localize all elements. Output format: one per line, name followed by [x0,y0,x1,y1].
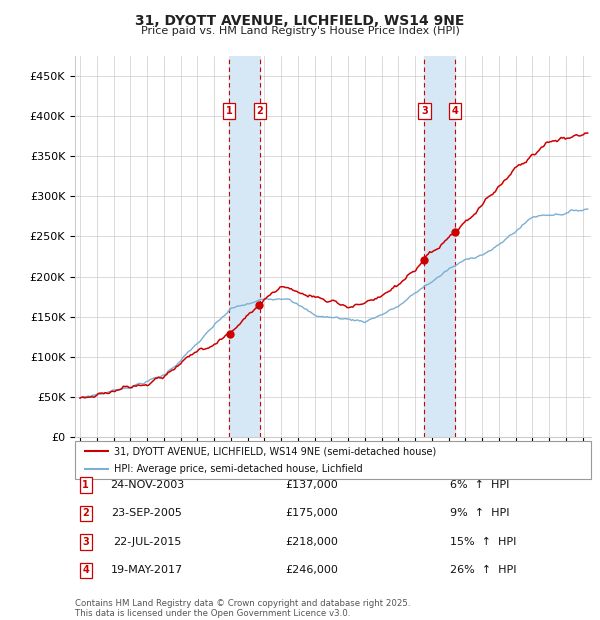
Text: 26%  ↑  HPI: 26% ↑ HPI [450,565,517,575]
Text: 31, DYOTT AVENUE, LICHFIELD, WS14 9NE: 31, DYOTT AVENUE, LICHFIELD, WS14 9NE [136,14,464,28]
Text: 24-NOV-2003: 24-NOV-2003 [110,480,184,490]
Bar [424,56,455,437]
Text: 31, DYOTT AVENUE, LICHFIELD, WS14 9NE (semi-detached house): 31, DYOTT AVENUE, LICHFIELD, WS14 9NE (s… [114,446,436,456]
Text: 22-JUL-2015: 22-JUL-2015 [113,537,181,547]
Text: Contains HM Land Registry data © Crown copyright and database right 2025.
This d: Contains HM Land Registry data © Crown c… [75,599,410,618]
Text: 3: 3 [82,537,89,547]
Text: 3: 3 [421,106,428,116]
Text: 4: 4 [82,565,89,575]
Text: 1: 1 [82,480,89,490]
Text: 23-SEP-2005: 23-SEP-2005 [112,508,182,518]
Text: HPI: Average price, semi-detached house, Lichfield: HPI: Average price, semi-detached house,… [114,464,362,474]
FancyBboxPatch shape [75,441,591,479]
Text: 1: 1 [226,106,233,116]
Text: £175,000: £175,000 [286,508,338,518]
Text: 4: 4 [452,106,458,116]
Text: £218,000: £218,000 [286,537,338,547]
Text: £246,000: £246,000 [286,565,338,575]
Text: 2: 2 [256,106,263,116]
Bar [229,56,260,437]
Text: 15%  ↑  HPI: 15% ↑ HPI [450,537,517,547]
Text: 6%  ↑  HPI: 6% ↑ HPI [450,480,509,490]
Text: 19-MAY-2017: 19-MAY-2017 [111,565,183,575]
Text: 9%  ↑  HPI: 9% ↑ HPI [450,508,509,518]
Text: £137,000: £137,000 [286,480,338,490]
Text: Price paid vs. HM Land Registry's House Price Index (HPI): Price paid vs. HM Land Registry's House … [140,26,460,36]
Text: 2: 2 [82,508,89,518]
